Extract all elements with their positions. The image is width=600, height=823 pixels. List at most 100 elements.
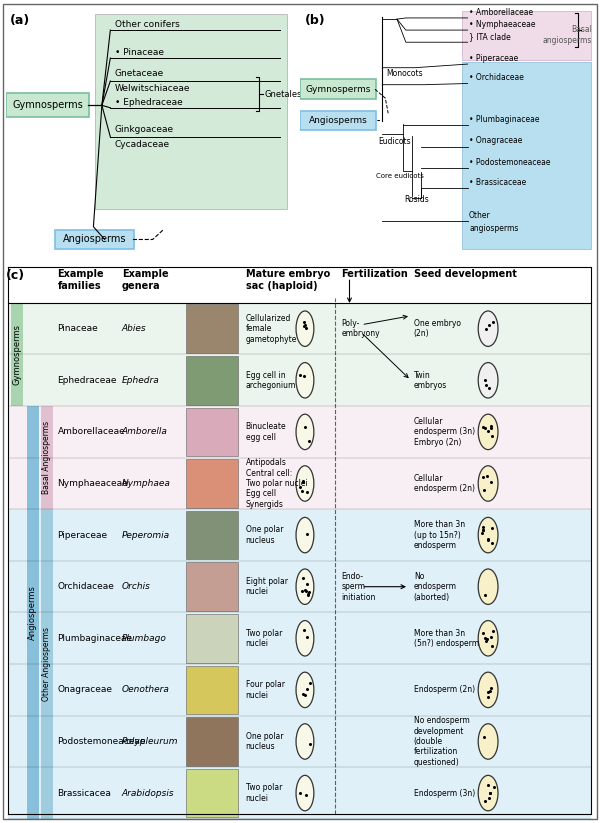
Ellipse shape bbox=[478, 775, 498, 811]
Text: Core eudicots: Core eudicots bbox=[376, 173, 424, 179]
Ellipse shape bbox=[296, 672, 314, 708]
Bar bbox=[8, 509, 591, 561]
Ellipse shape bbox=[478, 518, 498, 553]
Text: Basal
angiosperms: Basal angiosperms bbox=[542, 26, 592, 44]
Text: Example
families: Example families bbox=[58, 269, 104, 291]
Text: Angiosperms: Angiosperms bbox=[63, 235, 127, 244]
Text: Abies: Abies bbox=[122, 324, 146, 333]
Bar bbox=[8, 767, 591, 819]
Bar bbox=[11, 303, 23, 406]
Bar bbox=[8, 458, 591, 509]
Bar bbox=[186, 769, 238, 817]
Text: (b): (b) bbox=[304, 14, 325, 27]
Text: Binucleate
egg cell: Binucleate egg cell bbox=[245, 422, 286, 442]
Text: Angiosperms: Angiosperms bbox=[28, 585, 37, 640]
Text: • Pinaceae: • Pinaceae bbox=[115, 48, 164, 57]
Bar bbox=[27, 406, 38, 819]
Text: Two polar
nuclei: Two polar nuclei bbox=[245, 629, 282, 648]
Text: Ephedra: Ephedra bbox=[122, 376, 160, 385]
Text: Gymnosperms: Gymnosperms bbox=[13, 100, 83, 110]
Text: Mature embryo
sac (haploid): Mature embryo sac (haploid) bbox=[245, 269, 330, 291]
Text: Amborellaceae: Amborellaceae bbox=[58, 427, 125, 436]
Text: Gymnosperms: Gymnosperms bbox=[13, 324, 22, 385]
Text: Four polar
nuclei: Four polar nuclei bbox=[245, 680, 284, 700]
Text: Basal Angiosperms: Basal Angiosperms bbox=[42, 421, 51, 495]
Ellipse shape bbox=[296, 311, 314, 346]
Ellipse shape bbox=[296, 363, 314, 398]
Text: Brassicacea: Brassicacea bbox=[58, 788, 112, 797]
Text: • Podostemoneaceae: • Podostemoneaceae bbox=[469, 158, 551, 167]
Bar bbox=[8, 406, 591, 458]
Text: More than 3n
(up to 15n?)
endosperm: More than 3n (up to 15n?) endosperm bbox=[414, 520, 465, 550]
Text: Oenothera: Oenothera bbox=[122, 686, 170, 695]
Text: Cycadaceae: Cycadaceae bbox=[115, 140, 170, 149]
Text: Eight polar
nuclei: Eight polar nuclei bbox=[245, 577, 287, 597]
Text: Welwitschiaceae: Welwitschiaceae bbox=[115, 84, 190, 93]
Text: • Brassicaceae: • Brassicaceae bbox=[469, 178, 526, 187]
Text: Cellular
endosperm (3n)
Embryo (2n): Cellular endosperm (3n) Embryo (2n) bbox=[414, 417, 475, 447]
Text: Piperaceae: Piperaceae bbox=[58, 531, 107, 540]
Text: One embryo
(2n): One embryo (2n) bbox=[414, 319, 461, 338]
FancyBboxPatch shape bbox=[300, 79, 376, 100]
Bar bbox=[8, 355, 591, 406]
Bar bbox=[186, 356, 238, 405]
Text: Other: Other bbox=[469, 211, 491, 220]
Bar bbox=[186, 614, 238, 663]
Ellipse shape bbox=[478, 621, 498, 656]
Text: Angiosperms: Angiosperms bbox=[309, 116, 368, 125]
Text: Plumbago: Plumbago bbox=[122, 634, 167, 643]
Text: Example
genera: Example genera bbox=[122, 269, 169, 291]
Ellipse shape bbox=[296, 414, 314, 449]
Text: • Nymphaeaceae: • Nymphaeaceae bbox=[469, 20, 536, 29]
Bar bbox=[8, 612, 591, 664]
Bar bbox=[41, 406, 53, 509]
Text: • Piperaceae: • Piperaceae bbox=[469, 53, 518, 63]
FancyBboxPatch shape bbox=[95, 14, 287, 208]
Bar bbox=[8, 561, 591, 612]
Bar bbox=[8, 664, 591, 716]
Text: More than 3n
(5n?) endosperm: More than 3n (5n?) endosperm bbox=[414, 629, 479, 648]
Text: Seed development: Seed development bbox=[414, 269, 517, 280]
Text: Cellularized
female
gametophyte: Cellularized female gametophyte bbox=[245, 314, 297, 343]
Bar bbox=[186, 562, 238, 611]
Bar bbox=[186, 305, 238, 353]
Ellipse shape bbox=[296, 621, 314, 656]
Bar bbox=[41, 509, 53, 819]
Text: angiosperms: angiosperms bbox=[469, 224, 518, 233]
Text: • Onagraceae: • Onagraceae bbox=[469, 137, 523, 146]
FancyBboxPatch shape bbox=[6, 93, 89, 118]
FancyBboxPatch shape bbox=[300, 111, 376, 129]
Text: Orchis: Orchis bbox=[122, 582, 151, 591]
Bar bbox=[8, 716, 591, 767]
Text: Polypleurum: Polypleurum bbox=[122, 737, 178, 746]
Text: Poly-
embryony: Poly- embryony bbox=[341, 319, 380, 338]
Text: (a): (a) bbox=[10, 14, 31, 27]
Ellipse shape bbox=[478, 311, 498, 346]
Text: (c): (c) bbox=[6, 269, 25, 282]
Ellipse shape bbox=[296, 775, 314, 811]
Ellipse shape bbox=[478, 363, 498, 398]
Text: } ITA clade: } ITA clade bbox=[469, 32, 511, 41]
Text: Other Angiosperms: Other Angiosperms bbox=[42, 627, 51, 701]
Text: Amborella: Amborella bbox=[122, 427, 167, 436]
Text: Orchidaceae: Orchidaceae bbox=[58, 582, 115, 591]
Text: Twin
embryos: Twin embryos bbox=[414, 370, 447, 390]
Text: Peperomia: Peperomia bbox=[122, 531, 170, 540]
Ellipse shape bbox=[296, 723, 314, 759]
Text: Rosids: Rosids bbox=[404, 195, 429, 204]
FancyBboxPatch shape bbox=[462, 11, 591, 60]
Ellipse shape bbox=[296, 466, 314, 501]
Text: Fertilization: Fertilization bbox=[341, 269, 409, 280]
Bar bbox=[186, 666, 238, 714]
Text: Ginkgoaceae: Ginkgoaceae bbox=[115, 125, 173, 134]
Bar bbox=[186, 717, 238, 766]
Text: Monocots: Monocots bbox=[387, 69, 424, 78]
Text: Endosperm (3n): Endosperm (3n) bbox=[414, 788, 475, 797]
Text: Endosperm (2n): Endosperm (2n) bbox=[414, 686, 475, 695]
Text: Cellular
endosperm (2n): Cellular endosperm (2n) bbox=[414, 474, 475, 493]
Ellipse shape bbox=[478, 569, 498, 604]
Text: Gymnosperms: Gymnosperms bbox=[305, 85, 371, 94]
Bar bbox=[186, 511, 238, 560]
FancyBboxPatch shape bbox=[462, 62, 591, 249]
FancyBboxPatch shape bbox=[55, 230, 134, 249]
